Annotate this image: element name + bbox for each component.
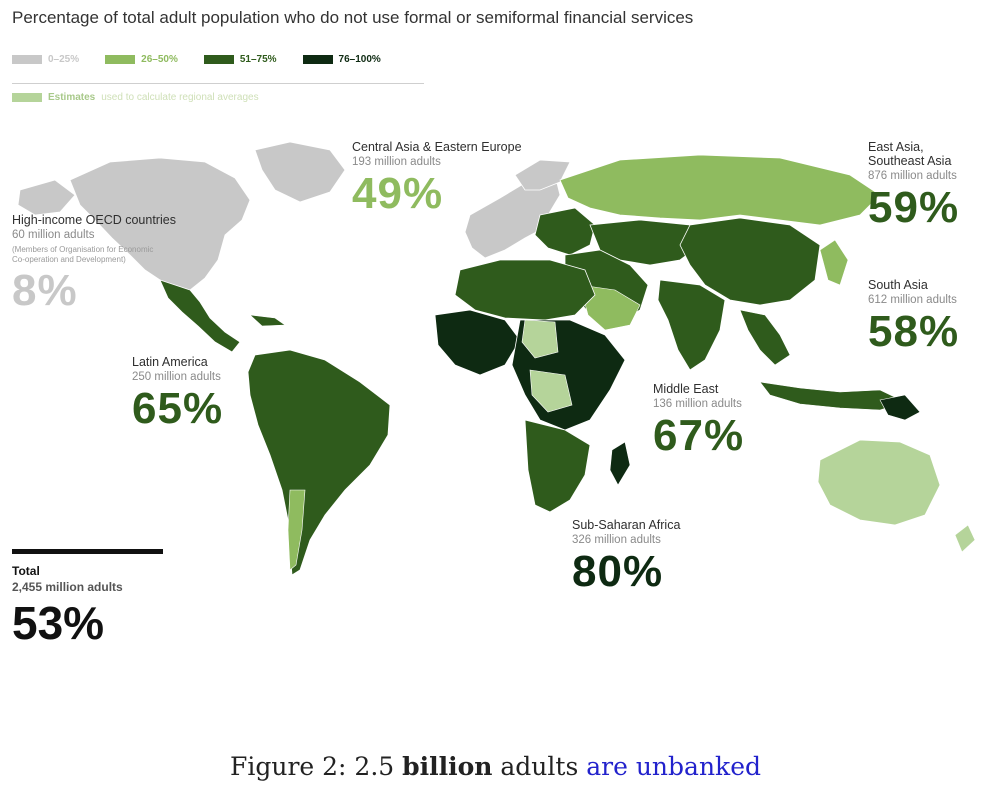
region-percent: 58% [868,307,960,356]
total-percent: 53% [12,597,105,649]
legend-item-51-75: 51–75% [203,54,277,65]
scandinavia [514,159,571,191]
alaska [17,179,76,216]
world-map [17,141,976,576]
caption-bold: billion [402,752,493,781]
region-middle-east: Middle East 136 million adults 67% [653,382,744,458]
region-adults: 612 million adults [868,294,957,306]
central-africa-estimate [529,369,573,413]
legend-label: 76–100% [338,54,381,65]
region-central-asia-eastern-europe: Central Asia & Eastern Europe 193 millio… [352,140,522,216]
china [679,217,821,306]
caption-middle: adults [492,752,587,781]
southern-cone [287,489,306,571]
legend-label: 0–25% [48,54,80,65]
legend-swatch [12,93,42,102]
region-latin-america: Latin America 250 million adults 65% [132,355,223,431]
west-africa [434,309,521,376]
total-divider [12,549,163,554]
greenland [254,141,346,203]
legend-item-0-25: 0–25% [12,54,79,65]
legend-estimate: Estimates used to calculate regional ave… [12,92,259,103]
korea-japan [819,239,849,286]
region-east-asia: East Asia, Southeast Asia 876 million ad… [868,140,959,230]
total-label: Total [12,564,40,578]
legend-divider [12,83,424,84]
region-percent: 67% [653,411,745,460]
india [657,279,726,371]
region-note: (Members of Organisation for Economic Co… [12,245,176,265]
region-percent: 8% [12,266,78,315]
estimate-text: used to calculate regional averages [101,92,259,103]
figure-caption: Figure 2: 2.5 billion adults are unbanke… [0,752,991,781]
region-name: Middle East [653,382,719,396]
legend: 0–25% 26–50% 51–75% 76–100% [12,54,381,65]
southern-africa [524,419,591,513]
region-name: Sub-Saharan Africa [572,518,681,532]
region-name: Latin America [132,355,208,369]
southeast-asia [739,309,791,366]
sahel-estimate [521,319,559,359]
region-adults: 60 million adults [12,229,95,241]
region-name: East Asia, [868,140,924,154]
region-adults: 136 million adults [653,398,742,410]
region-percent: 80% [572,547,664,596]
madagascar [609,441,631,486]
legend-swatch [12,55,42,64]
legend-swatch [302,55,333,64]
region-sub-saharan-africa: Sub-Saharan Africa 326 million adults 80… [572,518,680,594]
region-oecd: High-income OECD countries 60 million ad… [12,213,176,313]
eastern-europe [534,207,596,256]
australia [817,439,941,526]
region-name: Central Asia & Eastern Europe [352,140,522,154]
region-adults: 876 million adults [868,170,957,182]
legend-swatch [105,55,136,64]
caribbean [249,314,286,327]
png [879,394,921,421]
region-adults: 326 million adults [572,534,661,546]
legend-label: 26–50% [141,54,178,65]
region-percent: 49% [352,169,444,218]
arabia [579,284,641,331]
region-adults: 250 million adults [132,371,221,383]
caption-link[interactable]: are unbanked [586,752,761,781]
region-percent: 65% [132,384,224,433]
region-adults: 193 million adults [352,156,441,168]
legend-item-26-50: 26–50% [105,54,178,65]
map-title: Percentage of total adult population who… [12,8,694,27]
region-percent: 59% [868,183,960,232]
region-name: Southeast Asia [868,154,952,168]
new-zealand [954,524,976,553]
total-block: Total 2,455 million adults 53% [12,564,123,646]
total-adults: 2,455 million adults [12,580,123,594]
region-note-line: (Members of Organisation for Economic [12,245,154,254]
region-name: South Asia [868,278,928,292]
south-america [247,349,391,576]
north-america [69,157,251,291]
russia [559,154,881,226]
mexico [159,279,241,353]
region-south-asia: South Asia 612 million adults 58% [868,278,959,354]
estimate-label: Estimates [48,92,96,103]
legend-swatch [203,55,234,64]
legend-label: 51–75% [239,54,277,65]
region-name: High-income OECD countries [12,213,176,227]
legend-item-76-100: 76–100% [302,54,381,65]
north-africa [454,259,596,321]
caption-prefix: Figure 2: 2.5 [230,752,403,781]
region-note-line: Co-operation and Development) [12,255,126,264]
